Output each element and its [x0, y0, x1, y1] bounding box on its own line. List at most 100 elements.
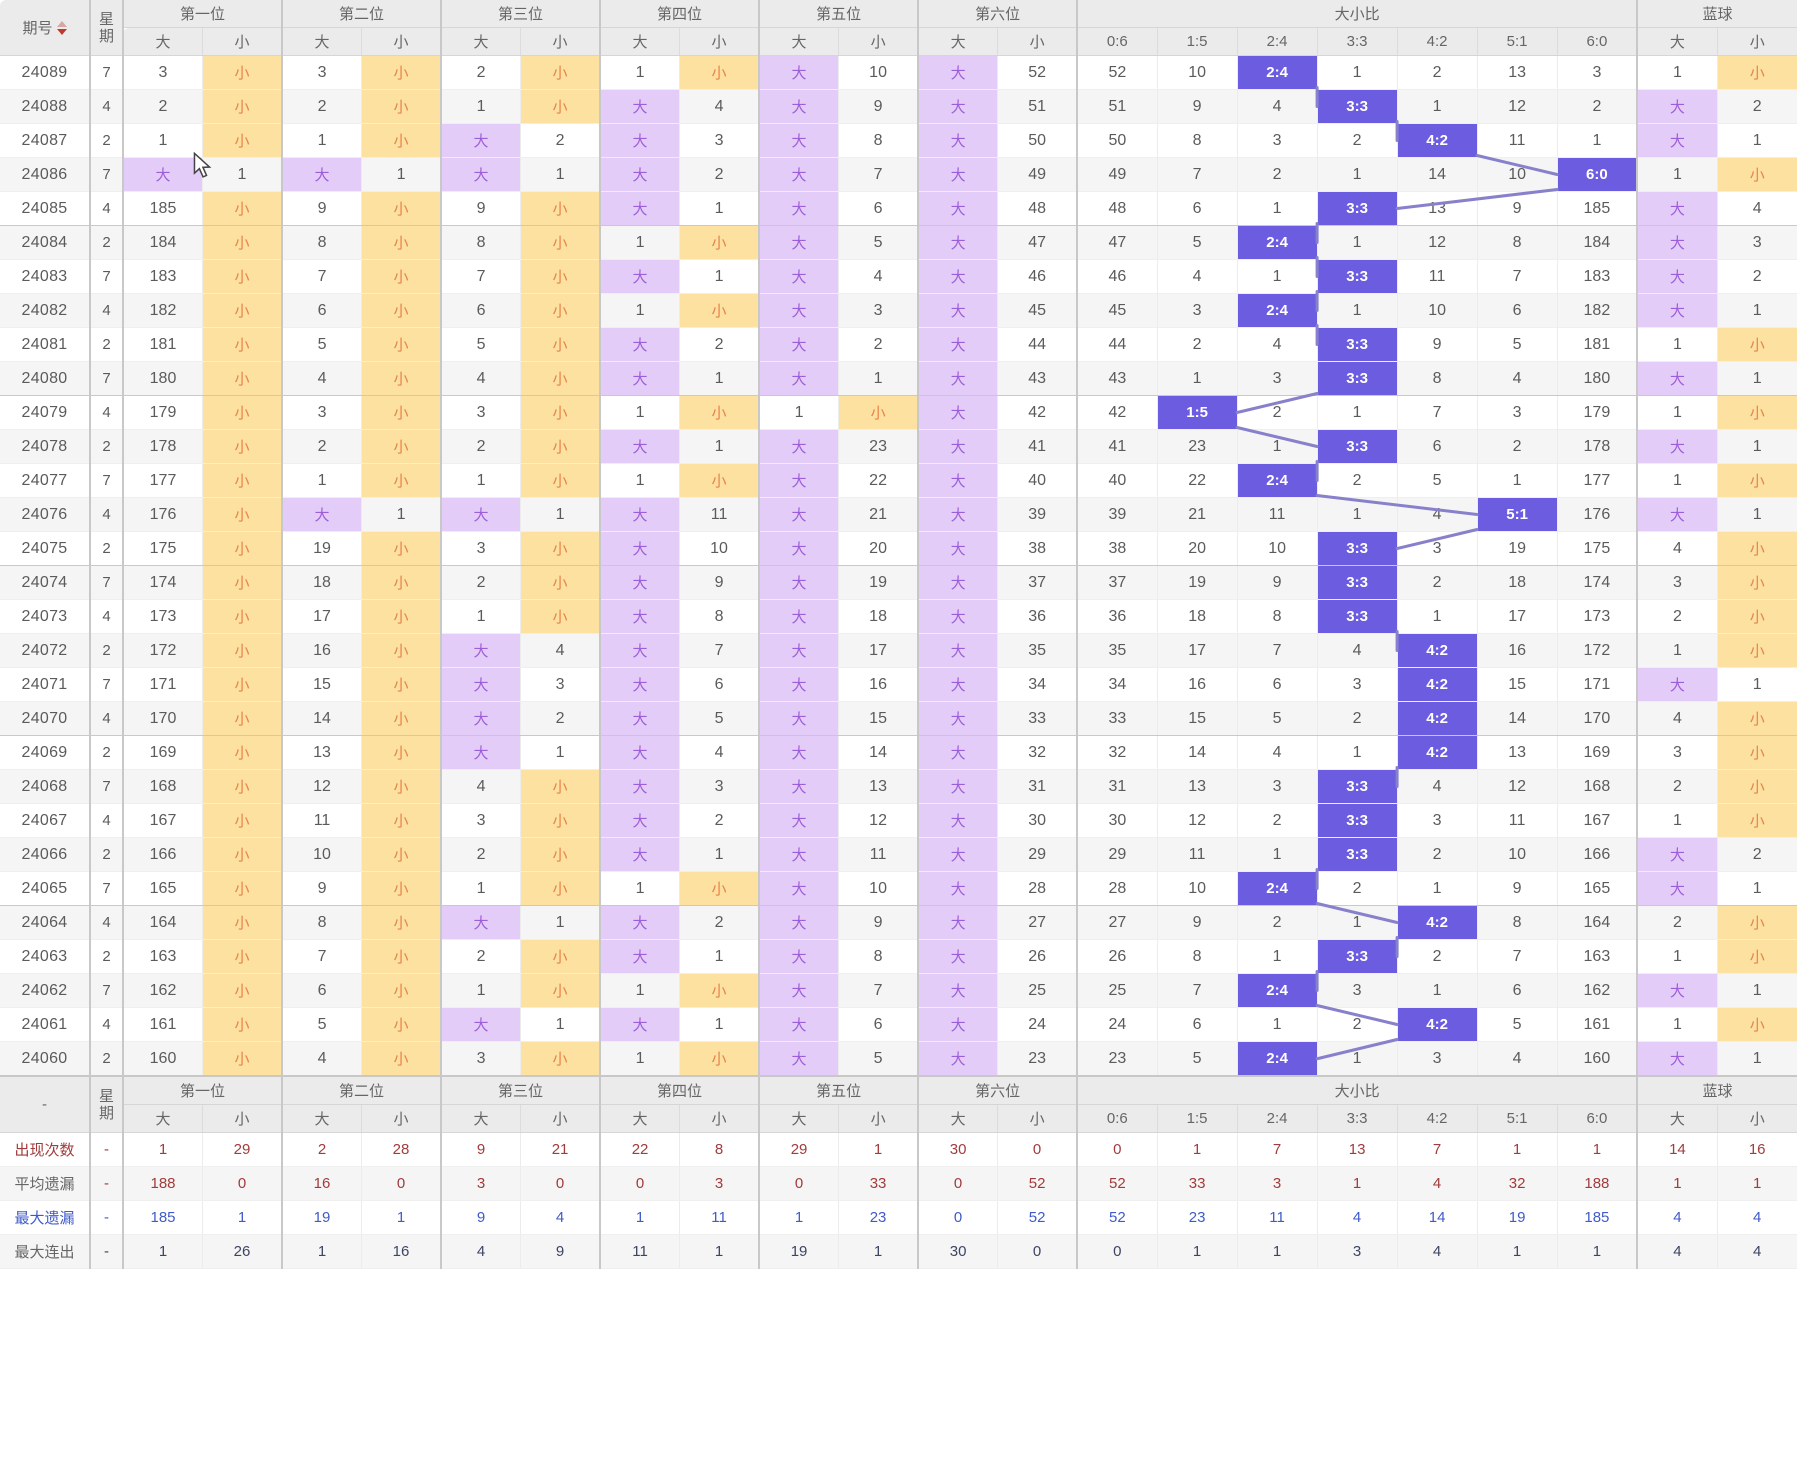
- summary-value: 23: [838, 1200, 919, 1235]
- ratio-cell: 3: [1397, 803, 1478, 838]
- pos-big-cell: 163: [122, 939, 203, 974]
- blue-small-cell: 1: [1717, 361, 1797, 396]
- pos-big-cell: 8: [281, 905, 363, 940]
- pos-big-cell: 大: [758, 327, 840, 362]
- blue-big-cell: 大: [1636, 259, 1718, 294]
- pos-big-cell: 大: [758, 667, 840, 702]
- ratio-hit-cell: 3:3: [1317, 327, 1398, 362]
- ratio-cell: 47: [1076, 225, 1158, 260]
- pos-big-cell: 大: [758, 973, 840, 1008]
- data-row: 24083 7 183 小 7 小 7 小大 1 大 4 大 46 46 4 1 3:3 11 7 183 大 2: [0, 259, 1797, 294]
- ratio-cell: 2: [1317, 871, 1398, 906]
- blue-small-cell: 1: [1717, 871, 1797, 906]
- pos-big-cell: 175: [122, 531, 203, 566]
- summary-value: 0: [997, 1132, 1078, 1167]
- pos-big-cell: 大: [917, 89, 999, 124]
- week-header: 星 期: [89, 0, 124, 56]
- week-cell: 4: [89, 395, 124, 430]
- pos-small-cell: 小: [361, 871, 442, 906]
- summary-value: 1: [281, 1234, 363, 1269]
- ratio-hit-cell: 4:2: [1397, 735, 1478, 770]
- pos-small-cell: 3: [520, 667, 601, 702]
- issue-cell: 24086: [0, 157, 91, 192]
- blue-small-cell: 2: [1717, 89, 1797, 124]
- pos-small-cell: 39: [997, 497, 1078, 532]
- week-cell: 2: [89, 1041, 124, 1077]
- pos-big-cell: 15: [281, 667, 363, 702]
- ratio-hit-cell: 2:4: [1237, 973, 1318, 1008]
- ratio-cell: 31: [1076, 769, 1158, 804]
- blue-big-cell: 2: [1636, 905, 1718, 940]
- ratio-cell: 2: [1237, 803, 1318, 838]
- pos-big-cell: 3: [281, 55, 363, 90]
- ratio-cell: 10: [1397, 293, 1478, 328]
- ratio-cell: 12: [1157, 803, 1238, 838]
- ratio-col-header: 6:0: [1557, 27, 1638, 56]
- ratio-cell: 2: [1397, 565, 1478, 600]
- pos-small-cell: 26: [997, 939, 1078, 974]
- pos-small-cell: 小: [202, 327, 283, 362]
- position-group-header: 第五位: [758, 0, 919, 28]
- summary-value: 0: [917, 1200, 999, 1235]
- issue-cell: 24088: [0, 89, 91, 124]
- ratio-cell: 11: [1237, 497, 1318, 532]
- pos-small-cell: 小: [520, 293, 601, 328]
- week-cell: 2: [89, 327, 124, 362]
- ratio-hit-cell: 2:4: [1237, 55, 1318, 90]
- pos-big-cell: 大: [599, 89, 681, 124]
- pos-big-cell: 167: [122, 803, 203, 838]
- big-subheader: 大: [440, 1104, 522, 1133]
- blue-big-cell: 大: [1636, 361, 1718, 396]
- pos-small-cell: 1: [520, 157, 601, 192]
- data-row: 24080 7 180 小 4 小 4 小大 1 大 1 大 43 43 1 3 3:3 8 4 180 大 1: [0, 361, 1797, 396]
- blue-big-cell: 大: [1636, 191, 1718, 226]
- ratio-cell: 39: [1076, 497, 1158, 532]
- summary-value: 9: [440, 1200, 522, 1235]
- blue-group-header: 蓝球: [1636, 1075, 1797, 1105]
- ratio-cell: 16: [1157, 667, 1238, 702]
- pos-small-cell: 小: [361, 463, 442, 498]
- summary-week-cell: -: [89, 1166, 124, 1201]
- summary-value: 1: [1477, 1234, 1558, 1269]
- summary-value: 185: [122, 1200, 203, 1235]
- summary-value: 3: [679, 1166, 760, 1201]
- mouse-cursor: [193, 152, 212, 178]
- ratio-cell: 38: [1076, 531, 1158, 566]
- blue-big-cell: 大: [1636, 89, 1718, 124]
- summary-value: 16: [281, 1166, 363, 1201]
- pos-big-cell: 9: [281, 871, 363, 906]
- summary-value: 3: [440, 1166, 522, 1201]
- pos-big-cell: 大: [440, 905, 522, 940]
- pos-small-cell: 3: [679, 123, 760, 158]
- ratio-cell: 12: [1397, 225, 1478, 260]
- pos-small-cell: 15: [838, 701, 919, 736]
- issue-sort-header[interactable]: 期号: [0, 0, 91, 56]
- pos-small-cell: 47: [997, 225, 1078, 260]
- ratio-hit-cell: 4:2: [1397, 701, 1478, 736]
- data-row: 24077 7 177 小 1 小 1 小 1 小大 22 大 40 40 22 2:4 2 5 1 177 1 小: [0, 463, 1797, 498]
- ratio-hit-cell: 2:4: [1237, 871, 1318, 906]
- pos-small-cell: 小: [520, 327, 601, 362]
- pos-small-cell: 29: [997, 837, 1078, 872]
- ratio-cell: 44: [1076, 327, 1158, 362]
- ratio-cell: 160: [1557, 1041, 1638, 1077]
- position-group-header: 第五位: [758, 1075, 919, 1105]
- pos-small-cell: 10: [838, 871, 919, 906]
- ratio-hit-cell: 3:3: [1317, 361, 1398, 396]
- pos-big-cell: 大: [599, 191, 681, 226]
- pos-big-cell: 9: [440, 191, 522, 226]
- position-group-header: 第六位: [917, 1075, 1078, 1105]
- week-cell: 4: [89, 293, 124, 328]
- issue-cell: 24085: [0, 191, 91, 226]
- summary-value: 1: [1157, 1234, 1238, 1269]
- ratio-cell: 2: [1557, 89, 1638, 124]
- pos-big-cell: 大: [917, 701, 999, 736]
- week-cell: 4: [89, 905, 124, 940]
- ratio-cell: 1: [1317, 905, 1398, 940]
- blue-big-cell: 大: [1636, 871, 1718, 906]
- pos-big-cell: 5: [281, 1007, 363, 1042]
- pos-small-cell: 10: [679, 531, 760, 566]
- ratio-cell: 1: [1237, 191, 1318, 226]
- data-row: 24071 7 171 小 15 小大 3 大 6 大 16 大 34 34 16 6 3 4:2 15 171 大 1: [0, 667, 1797, 702]
- pos-big-cell: 2: [440, 565, 522, 600]
